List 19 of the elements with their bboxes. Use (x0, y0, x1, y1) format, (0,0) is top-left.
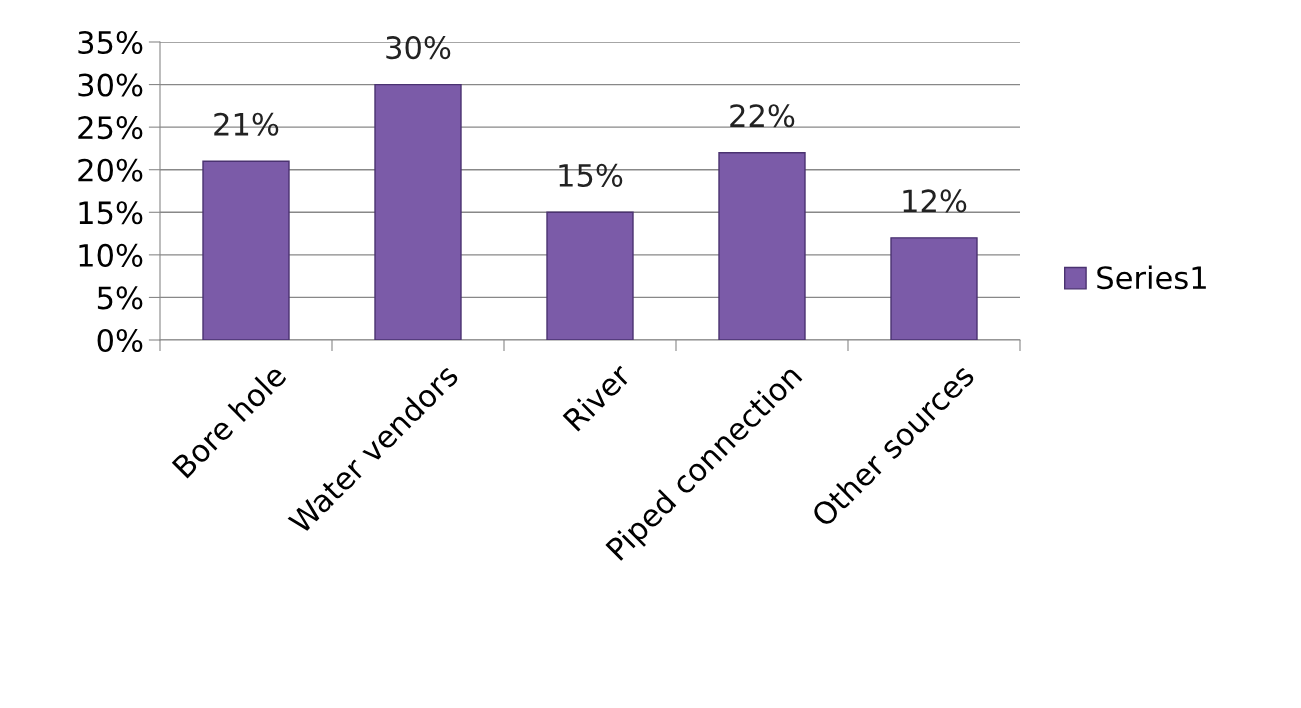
y-tick-label: 35% (78, 30, 143, 55)
y-tick-label: 5% (97, 286, 143, 310)
data-label: 12% (903, 189, 967, 213)
y-tick-label: 15% (79, 201, 143, 225)
y-tick-label: 0% (97, 328, 143, 353)
bar (546, 211, 634, 340)
y-tick-label: 20% (78, 158, 143, 182)
legend-label: Series1 (1097, 265, 1206, 290)
bar (374, 83, 462, 340)
bar (718, 151, 806, 340)
data-label: 15% (559, 163, 623, 187)
data-label: 30% (386, 36, 451, 60)
y-tick-label: 30% (78, 73, 143, 97)
data-label: 22% (730, 104, 795, 128)
bar (890, 237, 978, 340)
y-tick-label: 10% (79, 243, 143, 267)
data-label: 21% (214, 112, 279, 136)
y-tick-label: 25% (78, 116, 143, 140)
bar (202, 160, 290, 340)
